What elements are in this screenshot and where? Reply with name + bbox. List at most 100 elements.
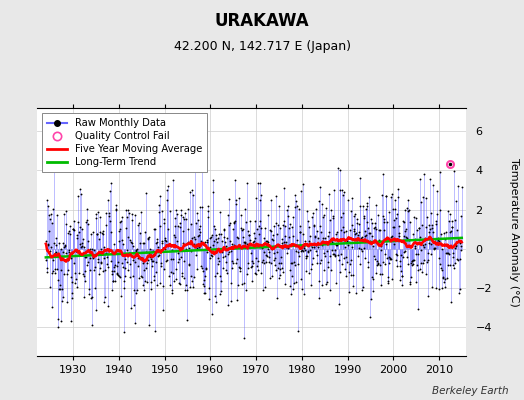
Point <box>449 254 457 260</box>
Point <box>368 288 377 294</box>
Point <box>368 233 376 239</box>
Point <box>75 224 84 230</box>
Point <box>319 250 328 256</box>
Point <box>435 206 444 213</box>
Point <box>440 242 448 248</box>
Point <box>416 266 424 272</box>
Point <box>438 285 446 292</box>
Point <box>405 207 413 213</box>
Point <box>316 257 325 264</box>
Point <box>439 274 447 280</box>
Point <box>248 263 256 270</box>
Point <box>146 256 155 262</box>
Point <box>192 243 201 249</box>
Point <box>231 218 239 224</box>
Point <box>325 228 333 235</box>
Point <box>281 280 289 287</box>
Point <box>254 266 262 273</box>
Point <box>64 228 73 234</box>
Point <box>50 155 58 162</box>
Point <box>313 228 322 234</box>
Point <box>427 241 435 247</box>
Point <box>392 251 400 258</box>
Point <box>156 222 164 229</box>
Point <box>429 244 438 251</box>
Point <box>59 239 68 246</box>
Point <box>71 276 80 282</box>
Point <box>157 259 166 266</box>
Point <box>353 216 362 223</box>
Point <box>181 287 190 294</box>
Point <box>73 235 82 241</box>
Point <box>184 260 193 267</box>
Point <box>213 255 222 261</box>
Point <box>382 193 390 200</box>
Point <box>191 220 200 226</box>
Point <box>169 270 178 276</box>
Point <box>355 220 364 227</box>
Point <box>350 226 358 232</box>
Point <box>373 258 381 264</box>
Point <box>357 246 365 253</box>
Point <box>68 295 77 301</box>
Point <box>135 275 144 281</box>
Point <box>201 273 210 280</box>
Point <box>141 229 149 235</box>
Point <box>297 188 305 194</box>
Point <box>144 236 152 242</box>
Point <box>335 269 344 275</box>
Point <box>442 228 450 235</box>
Point <box>172 276 180 282</box>
Point <box>208 253 216 259</box>
Point <box>336 167 344 174</box>
Point <box>303 249 312 255</box>
Point <box>257 270 266 276</box>
Point <box>180 258 189 264</box>
Point <box>224 212 233 218</box>
Point <box>445 217 453 224</box>
Point <box>270 255 279 261</box>
Point <box>265 259 273 265</box>
Point <box>345 288 354 295</box>
Point <box>320 212 329 218</box>
Point <box>402 233 410 240</box>
Point <box>77 191 85 197</box>
Point <box>328 238 336 245</box>
Point <box>108 287 116 294</box>
Point <box>140 240 149 246</box>
Point <box>119 284 128 291</box>
Point <box>224 302 232 308</box>
Point <box>432 211 441 218</box>
Point <box>253 263 261 269</box>
Point <box>237 224 245 231</box>
Point <box>106 180 115 186</box>
Point <box>128 211 136 218</box>
Point <box>435 254 443 261</box>
Point <box>167 247 176 253</box>
Point <box>234 281 243 288</box>
Point <box>277 259 286 266</box>
Point <box>228 226 237 232</box>
Point <box>289 214 298 220</box>
Point <box>121 265 129 271</box>
Point <box>144 235 152 242</box>
Point <box>43 269 51 276</box>
Point <box>86 246 94 252</box>
Point <box>260 248 268 255</box>
Point <box>448 224 456 230</box>
Point <box>194 216 202 223</box>
Point <box>218 249 226 255</box>
Point <box>372 202 380 208</box>
Point <box>275 275 283 282</box>
Point <box>347 257 355 263</box>
Point <box>226 238 234 245</box>
Point <box>334 257 343 263</box>
Point <box>410 256 418 263</box>
Point <box>141 249 150 256</box>
Point <box>386 256 395 262</box>
Point <box>205 285 213 291</box>
Point <box>205 244 214 250</box>
Point <box>370 252 378 259</box>
Point <box>298 286 307 292</box>
Point <box>358 287 367 293</box>
